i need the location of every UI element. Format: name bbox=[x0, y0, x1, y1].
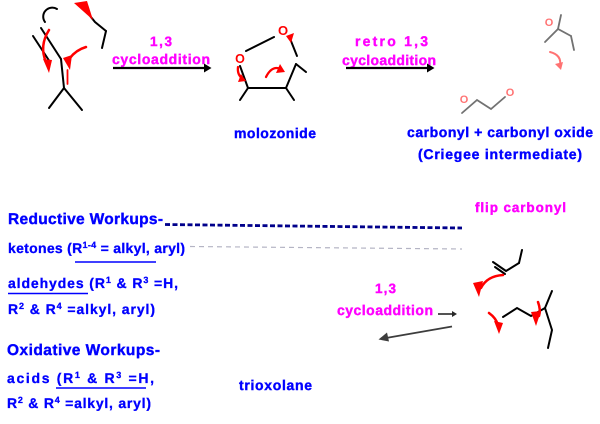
svg-text:Oxidative Workups-: Oxidative Workups- bbox=[7, 342, 160, 359]
svg-text:O: O bbox=[506, 87, 515, 99]
svg-text:carbonyl + carbonyl oxide: carbonyl + carbonyl oxide bbox=[407, 124, 593, 140]
svg-text:R2 & R4 =alkyl, aryl): R2 & R4 =alkyl, aryl) bbox=[7, 395, 151, 411]
svg-text:trioxolane: trioxolane bbox=[239, 377, 312, 393]
svg-text:retro 1,3: retro 1,3 bbox=[355, 33, 428, 49]
svg-text:(Criegee intermediate): (Criegee intermediate) bbox=[418, 146, 582, 162]
svg-text:O: O bbox=[278, 23, 288, 38]
svg-text:flip carbonyl: flip carbonyl bbox=[475, 200, 566, 215]
svg-text:R2 & R4 =alkyl, aryl): R2 & R4 =alkyl, aryl) bbox=[8, 301, 155, 317]
svg-text:cycloaddition: cycloaddition bbox=[337, 302, 433, 318]
svg-text:acids (R1 & R3 =H,: acids (R 1 & R3 =H, bbox=[7, 370, 154, 386]
svg-text:cycloaddition: cycloaddition bbox=[342, 52, 436, 68]
svg-text:O: O bbox=[235, 52, 245, 66]
svg-text:O: O bbox=[545, 17, 554, 29]
svg-text:1,3: 1,3 bbox=[375, 281, 396, 296]
svg-text:molozonide: molozonide bbox=[234, 125, 316, 141]
svg-text:aldehydes (R1 & R3 =H,: aldehydes (R1 & R3 =H, bbox=[8, 275, 178, 291]
svg-text:ketones (R1-4 = alkyl, aryl): ketones (R1-4 = alkyl, aryl) bbox=[8, 240, 185, 256]
svg-text:1,3: 1,3 bbox=[150, 34, 172, 49]
svg-text:O: O bbox=[460, 94, 469, 106]
svg-text:Reductive Workups-: Reductive Workups- bbox=[8, 211, 163, 228]
svg-text:cycloaddition: cycloaddition bbox=[112, 51, 210, 67]
